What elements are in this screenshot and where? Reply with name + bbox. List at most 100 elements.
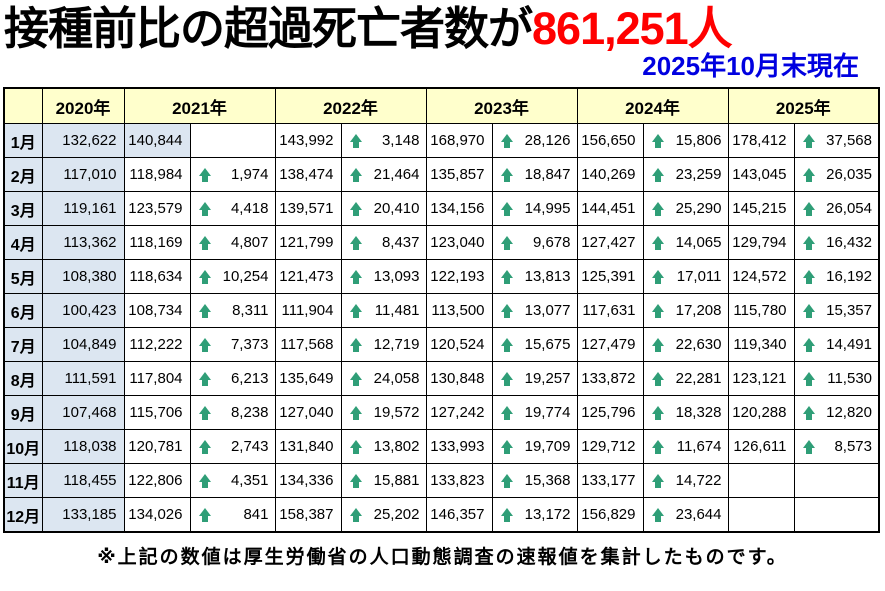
delta-value: 841	[243, 506, 269, 524]
delta-value: 13,802	[373, 438, 420, 456]
delta-cell: 11,481	[340, 293, 427, 329]
table-row: 12月 133,185 134,026 841 158,387 25,202 146,357…	[3, 497, 880, 533]
delta-content: 15,357	[795, 302, 878, 319]
delta-cell: 1,974	[189, 157, 276, 193]
value-cell: 139,571	[274, 191, 342, 227]
delta-cell: 22,281	[642, 361, 729, 397]
delta-cell: 23,644	[642, 497, 729, 533]
delta-cell: 11,674	[642, 429, 729, 465]
delta-value: 2,743	[230, 438, 269, 456]
delta-cell: 21,464	[340, 157, 427, 193]
up-arrow-icon	[802, 439, 816, 455]
delta-content: 3,148	[342, 132, 425, 149]
table-header: 2020年 2021年 2022年 2023年 2024年 2025年	[3, 87, 880, 125]
delta-value: 11,530	[827, 370, 872, 388]
value-cell: 113,500	[425, 293, 493, 329]
value-cell: 134,156	[425, 191, 493, 227]
up-arrow-icon	[500, 133, 514, 149]
delta-cell	[793, 463, 880, 499]
delta-value: 13,172	[524, 506, 571, 524]
delta-value: 13,813	[524, 268, 571, 286]
delta-value: 13,077	[524, 302, 571, 320]
up-arrow-icon	[500, 439, 514, 455]
value-cell: 127,040	[274, 395, 342, 431]
up-arrow-icon	[500, 269, 514, 285]
value-cell: 134,336	[274, 463, 342, 499]
year-header: 2022年	[274, 87, 427, 125]
value-cell: 120,288	[727, 395, 795, 431]
delta-cell: 13,802	[340, 429, 427, 465]
delta-cell: 13,093	[340, 259, 427, 295]
delta-value: 17,208	[675, 302, 722, 320]
delta-value: 4,807	[230, 234, 269, 252]
delta-content: 13,093	[342, 268, 425, 285]
up-arrow-icon	[500, 235, 514, 251]
delta-cell: 19,257	[491, 361, 578, 397]
delta-value: 24,058	[373, 370, 420, 388]
up-arrow-icon	[349, 473, 363, 489]
delta-cell: 25,290	[642, 191, 729, 227]
delta-content: 13,172	[493, 506, 576, 524]
delta-cell: 15,357	[793, 293, 880, 329]
value-cell: 133,823	[425, 463, 493, 499]
up-arrow-icon	[651, 201, 665, 217]
month-cell: 3月	[3, 191, 43, 227]
delta-cell: 8,238	[189, 395, 276, 431]
up-arrow-icon	[651, 235, 665, 251]
delta-cell: 10,254	[189, 259, 276, 295]
value-cell: 122,806	[123, 463, 191, 499]
value-cell: 127,242	[425, 395, 493, 431]
value-cell: 100,423	[41, 293, 125, 329]
delta-content: 4,351	[191, 472, 274, 489]
delta-cell: 26,035	[793, 157, 880, 193]
delta-value: 19,257	[524, 370, 571, 388]
delta-value: 7,373	[230, 336, 269, 354]
up-arrow-icon	[651, 337, 665, 353]
delta-content: 11,530	[795, 370, 878, 388]
delta-content: 841	[191, 506, 274, 524]
value-cell: 115,780	[727, 293, 795, 329]
delta-cell: 23,259	[642, 157, 729, 193]
delta-content: 16,192	[795, 268, 878, 285]
table-body: 1月 132,622 140,844 143,992 3,148 168,970 28,12…	[3, 123, 880, 533]
delta-content: 22,281	[644, 370, 727, 387]
delta-value: 28,126	[524, 132, 571, 150]
delta-cell: 15,881	[340, 463, 427, 499]
up-arrow-icon	[651, 133, 665, 149]
delta-content: 19,709	[493, 438, 576, 455]
delta-value: 25,202	[373, 506, 420, 524]
value-cell: 132,622	[41, 123, 125, 159]
delta-value: 22,630	[675, 336, 722, 354]
delta-content: 14,491	[795, 336, 878, 353]
table-row: 4月 113,362 118,169 4,807 121,799 8,437 123,040…	[3, 225, 880, 261]
value-cell: 111,904	[274, 293, 342, 329]
delta-content: 11,481	[342, 302, 425, 319]
value-cell: 143,045	[727, 157, 795, 193]
delta-content: 19,774	[493, 404, 576, 421]
value-cell: 129,794	[727, 225, 795, 261]
value-cell	[727, 463, 795, 499]
delta-cell: 12,820	[793, 395, 880, 431]
delta-cell	[189, 123, 276, 159]
month-cell: 10月	[3, 429, 43, 465]
value-cell: 133,177	[576, 463, 644, 499]
delta-content: 24,058	[342, 370, 425, 388]
year-header: 2024年	[576, 87, 729, 125]
table-row: 9月 107,468 115,706 8,238 127,040 19,572 127,24…	[3, 395, 880, 431]
up-arrow-icon	[198, 167, 212, 183]
delta-value: 8,437	[381, 234, 420, 252]
delta-content: 15,368	[493, 472, 576, 489]
up-arrow-icon	[500, 303, 514, 319]
up-arrow-icon	[198, 439, 212, 455]
delta-cell: 25,202	[340, 497, 427, 533]
table-row: 11月 118,455 122,806 4,351 134,336 15,881 133,8…	[3, 463, 880, 499]
delta-content: 4,807	[191, 234, 274, 252]
delta-content: 20,410	[342, 200, 425, 217]
delta-value: 15,806	[675, 132, 722, 150]
delta-cell: 12,719	[340, 327, 427, 363]
delta-content: 1,974	[191, 166, 274, 183]
delta-content: 23,259	[644, 166, 727, 183]
delta-content: 37,568	[795, 132, 878, 149]
delta-value: 19,572	[373, 404, 420, 422]
up-arrow-icon	[349, 167, 363, 183]
